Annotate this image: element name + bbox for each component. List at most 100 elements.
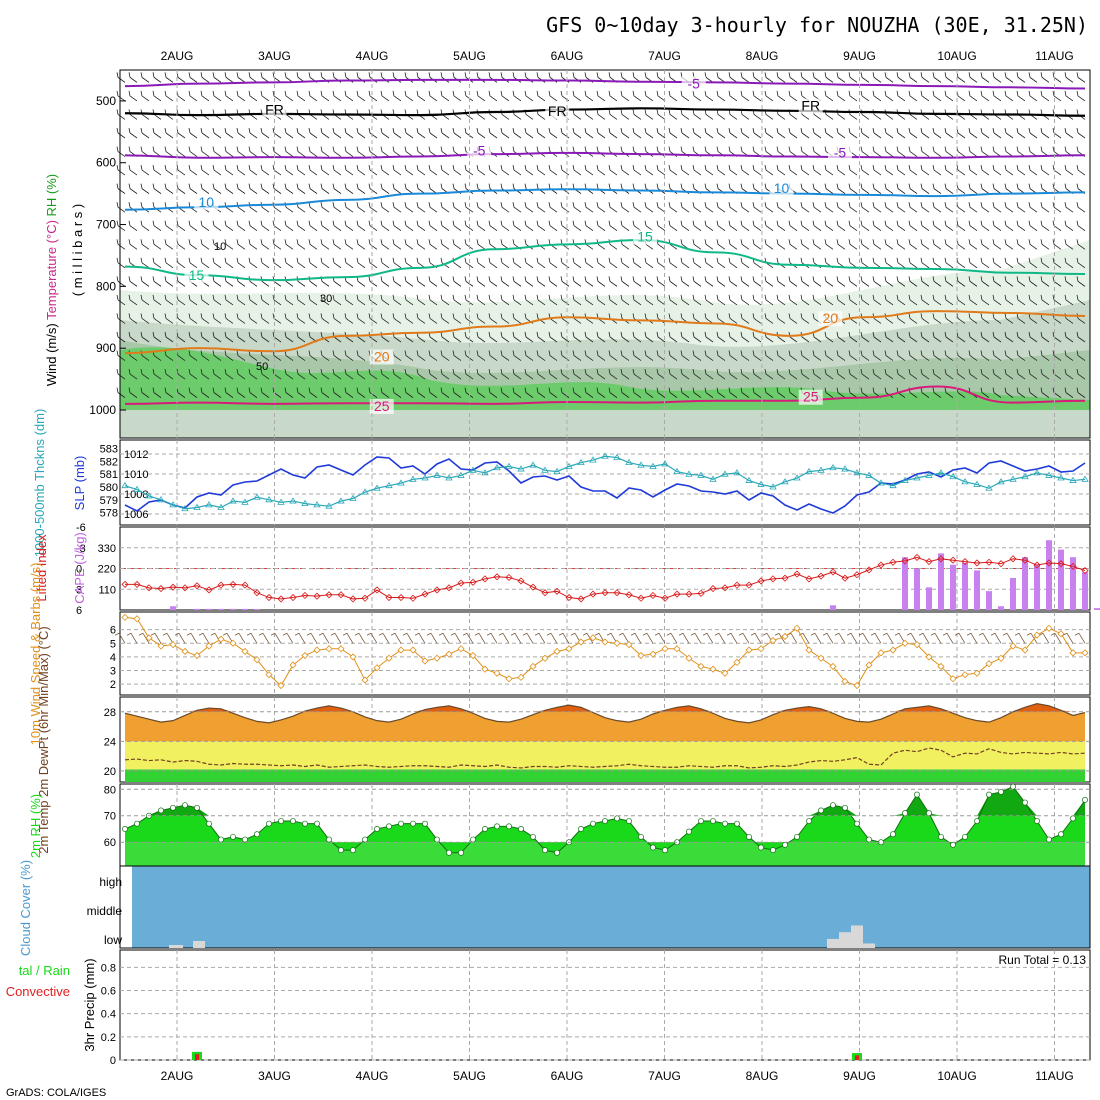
thickness-point [325,502,333,509]
wind-barb [1016,331,1026,343]
wind-barb [584,220,594,232]
wind-barb [212,127,222,139]
wind-barb [284,257,294,269]
wind-barb [752,202,762,213]
precip-panel [119,949,1091,1061]
wind-barb [1028,331,1038,343]
wind-barb [392,276,402,287]
thickness-point [1057,474,1065,481]
temp-ylabel: 2m Temp 2m DewPt (6hr Min/Max) (°C) [36,626,51,853]
li-point [433,586,441,594]
wind-barb [428,127,438,139]
wind-barb [464,220,474,232]
wind-barb [932,313,942,324]
wind-barb [404,276,414,287]
wind-barb [308,257,318,269]
wind-barb [572,202,582,213]
wind-barb [332,165,342,176]
wind-barb [440,202,450,213]
thickness-point [145,492,153,499]
wind-speed-point [505,675,513,683]
wind-barb [644,257,654,269]
wind-barb [116,387,126,398]
wind-barb [572,165,582,176]
wind-barb [548,331,558,343]
wind-barb [428,90,438,102]
thickness-point [613,453,621,460]
wind-barb [824,72,834,83]
wind-barb [752,350,762,361]
wind-barb-10m [678,632,690,644]
wind-barb [1064,127,1074,139]
y-tick-label: 700 [96,218,116,232]
thickness-point [769,483,777,490]
wind-barb [296,313,306,324]
wind-barb [812,127,822,139]
wind-barb [764,313,774,324]
wind-barb [152,202,162,213]
wind-barb [848,90,858,102]
wind-barb [908,202,918,213]
wind-barb [704,202,714,213]
wind-barb [248,146,258,157]
wind-barb-10m [486,632,498,644]
li-point [193,582,201,590]
wind-barb [272,220,282,232]
wind-barb [512,350,522,361]
wind-barb-10m [450,632,462,644]
wind-barb [668,202,678,213]
wind-barb [248,369,258,380]
rh-point [1010,783,1016,790]
wind-barb [884,109,894,120]
wind-barb [812,220,822,232]
wind-barb-10m [822,632,834,644]
wind-speed-point [289,661,297,669]
wind-barb [740,369,750,380]
wind-barb [236,369,246,380]
cape-bar [254,609,260,610]
wind-barb [308,220,318,232]
wind-barb [188,90,198,102]
wind-barb [488,202,498,213]
slp-tick-label: 1008 [124,489,148,501]
wind-barb [968,239,978,250]
wind-barb [416,183,426,194]
wind-barb [140,331,150,343]
wind-barb [1016,127,1026,139]
wind-barb [188,183,198,194]
rh-point [926,810,932,817]
wind-speed-point [469,651,477,660]
wind-barb [380,202,390,213]
thickness-point [349,494,357,501]
wind-barb [476,165,486,176]
wind-barb [800,239,810,250]
wind-barb [536,127,546,139]
wind-barb [680,369,690,380]
wind-barb [116,220,126,232]
wind-barb-10m [1074,632,1086,644]
cloud-level-label: low [104,933,122,947]
wind-barb-10m [846,632,858,644]
li-tick-label: 3 [76,584,82,596]
wind-barb [788,239,798,250]
wind-barb [404,220,414,232]
wind-barb [152,313,162,324]
wind-barb [872,331,882,343]
wind-barb [764,72,774,83]
wind-barb [308,127,318,139]
wind-barb [980,387,990,398]
wind-barb [956,127,966,139]
wind-barb [656,165,666,176]
wind-barb [668,257,678,269]
wind-barb [860,183,870,194]
wind-barb [152,183,162,194]
wind-barb [428,313,438,324]
wind-barb [416,220,426,232]
wind-barb-10m [774,632,786,644]
wind-barb [344,387,354,398]
wind-barb [956,90,966,102]
wind-barb [584,369,594,380]
wind-barb [548,202,558,213]
thickness-point [265,496,273,503]
wind-tick-label: 5 [110,638,116,650]
